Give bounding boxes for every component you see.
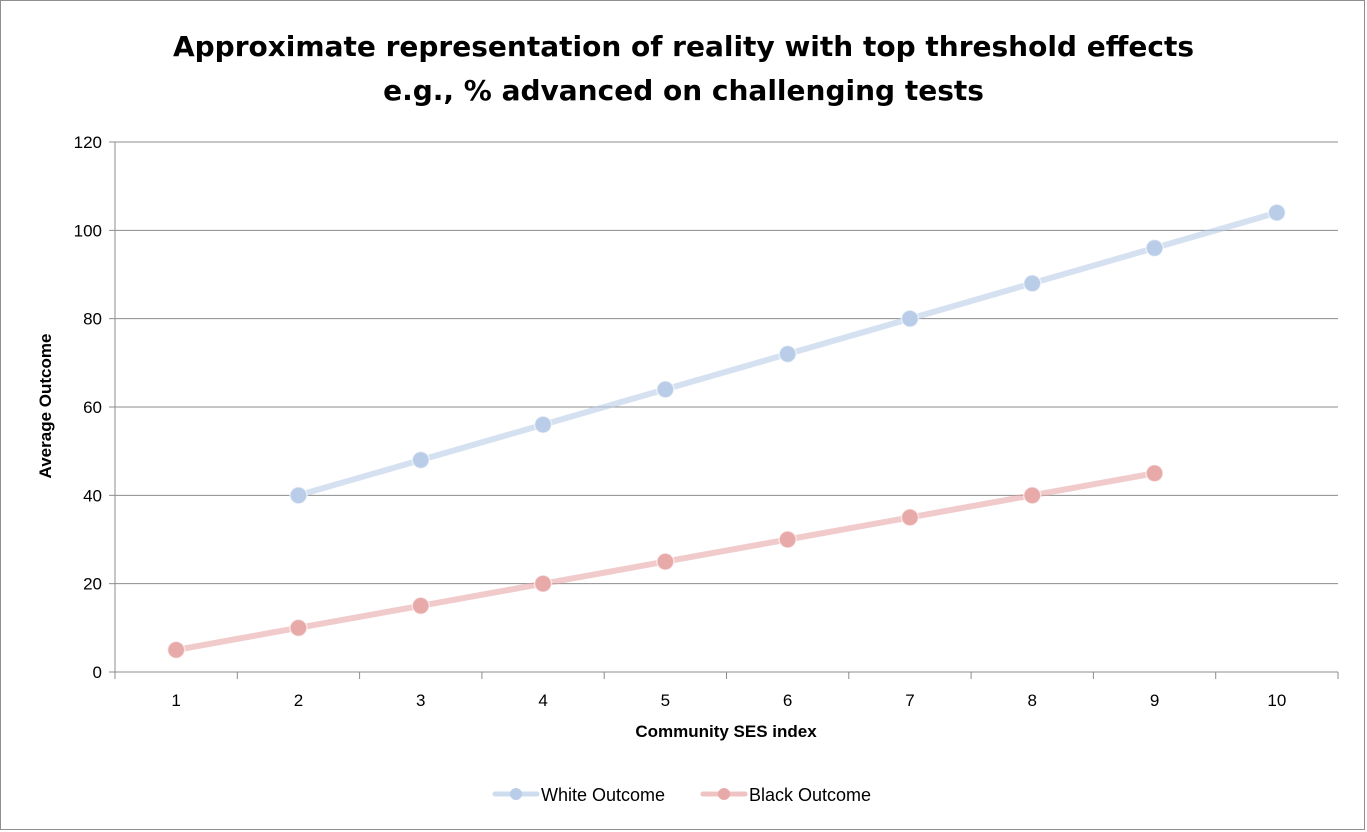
data-point — [778, 530, 797, 549]
series-lines — [166, 203, 1287, 660]
gridlines — [115, 141, 1338, 585]
x-tick-label: 6 — [783, 691, 792, 710]
data-point — [900, 309, 920, 328]
x-tick-label: 9 — [1150, 691, 1159, 710]
y-tick-label: 60 — [83, 398, 102, 417]
data-point — [411, 450, 430, 470]
axes: 0 20 40 60 80 100 120 1 2 3 4 5 6 7 8 9 10 — [74, 133, 1339, 710]
data-point — [533, 415, 553, 434]
x-tick-label: 2 — [294, 691, 303, 710]
chart-title: Approximate representation of reality wi… — [172, 30, 1195, 63]
legend-swatch-marker — [510, 788, 522, 800]
legend: White Outcome Black Outcome — [492, 785, 871, 805]
y-tick-label: 100 — [74, 221, 102, 240]
x-tick-label: 4 — [538, 691, 547, 710]
x-tick-label: 7 — [905, 691, 914, 710]
data-point — [1023, 274, 1042, 293]
x-tick-label: 1 — [171, 691, 180, 710]
x-axis-title: Community SES index — [635, 722, 817, 741]
x-tick-label: 5 — [661, 691, 670, 710]
legend-label: Black Outcome — [749, 785, 871, 805]
data-point — [778, 344, 797, 364]
data-point — [656, 552, 675, 571]
data-point — [533, 574, 553, 593]
y-tick-label: 80 — [83, 310, 102, 329]
y-tick-label: 40 — [83, 486, 102, 505]
data-point — [411, 596, 430, 615]
data-point — [900, 508, 920, 527]
x-tick-label: 3 — [416, 691, 425, 710]
data-point — [289, 486, 308, 505]
data-point — [1267, 203, 1287, 222]
data-point — [289, 618, 308, 638]
data-point — [1145, 238, 1164, 258]
y-tick-label: 20 — [83, 575, 102, 594]
y-tick-label: 0 — [93, 663, 102, 682]
data-point — [166, 640, 186, 660]
x-tick-label: 8 — [1028, 691, 1037, 710]
data-point — [656, 380, 675, 399]
legend-label: White Outcome — [541, 785, 665, 805]
data-point — [1145, 464, 1164, 483]
chart-subtitle: e.g., % advanced on challenging tests — [383, 74, 984, 107]
y-axis-title: Average Outcome — [36, 334, 55, 479]
legend-swatch-marker — [718, 788, 730, 800]
y-tick-label: 120 — [74, 133, 102, 152]
data-point — [1023, 486, 1042, 505]
x-tick-label: 10 — [1267, 691, 1286, 710]
